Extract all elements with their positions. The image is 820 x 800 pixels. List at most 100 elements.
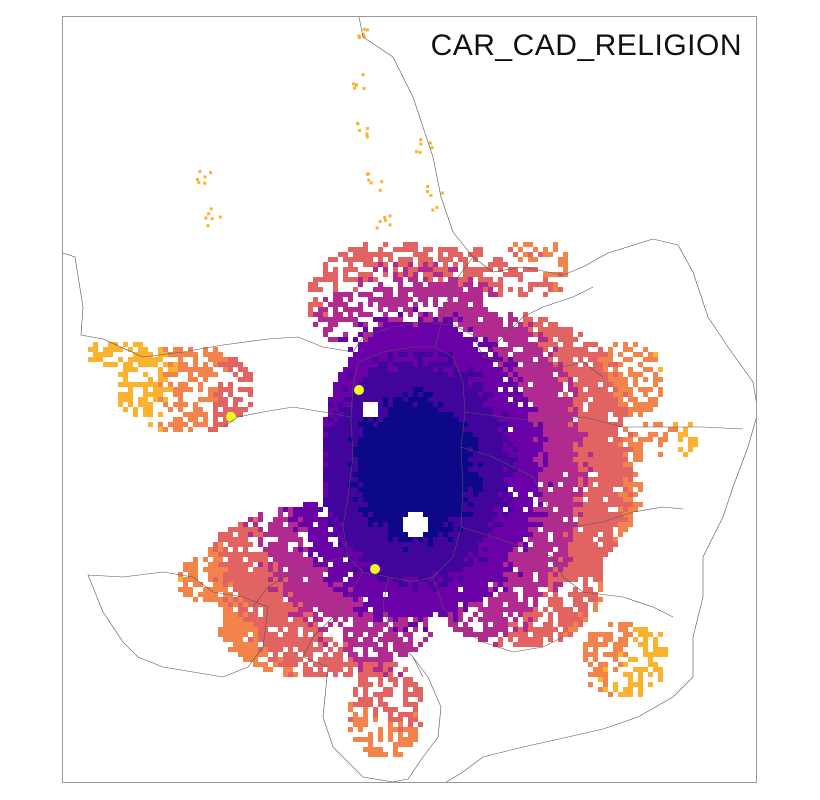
density-cell	[313, 312, 318, 317]
density-cell	[408, 547, 413, 552]
density-cell	[433, 302, 438, 307]
density-cell	[388, 397, 393, 402]
density-cell	[623, 377, 628, 382]
density-cell	[283, 632, 288, 637]
density-cell	[148, 382, 153, 387]
density-cell	[343, 372, 348, 377]
density-cell	[268, 617, 273, 622]
density-cell	[318, 607, 323, 612]
density-cell	[398, 432, 403, 437]
density-cell	[378, 447, 383, 452]
density-cell	[503, 347, 508, 352]
density-cell	[203, 362, 208, 367]
density-cell	[263, 667, 268, 672]
density-cell	[333, 472, 338, 477]
density-cell	[578, 567, 583, 572]
density-cell	[588, 452, 593, 457]
density-cell	[373, 477, 378, 482]
density-cell	[513, 442, 518, 447]
density-cell	[463, 262, 468, 267]
density-cell	[478, 437, 483, 442]
density-cell	[643, 632, 648, 637]
density-cell	[518, 322, 523, 327]
density-cell	[338, 607, 343, 612]
density-cell	[463, 607, 468, 612]
density-cell	[283, 652, 288, 657]
density-cell	[403, 392, 408, 397]
density-cell	[458, 467, 463, 472]
density-cell	[343, 537, 348, 542]
density-cell	[348, 267, 353, 272]
density-cell	[428, 397, 433, 402]
density-cell	[498, 527, 503, 532]
density-cell	[383, 292, 388, 297]
density-cell	[98, 352, 103, 357]
density-cell	[358, 372, 363, 377]
density-cell	[378, 402, 383, 407]
density-cell	[618, 532, 623, 537]
density-cell	[383, 502, 388, 507]
density-cell	[353, 442, 358, 447]
density-cell	[438, 317, 443, 322]
density-cell	[473, 297, 478, 302]
density-cell	[408, 577, 413, 582]
density-cell	[223, 367, 228, 372]
density-cell	[403, 472, 408, 477]
density-cell	[498, 367, 503, 372]
density-cell	[428, 497, 433, 502]
density-cell	[493, 582, 498, 587]
density-cell	[498, 562, 503, 567]
density-cell	[423, 247, 428, 252]
density-cell	[493, 337, 498, 342]
density-cell	[523, 607, 528, 612]
density-cell	[578, 417, 583, 422]
density-cell	[233, 372, 238, 377]
density-cell	[508, 547, 513, 552]
density-cell	[513, 527, 518, 532]
density-cell	[508, 342, 513, 347]
density-cell	[468, 252, 473, 257]
density-cell	[348, 437, 353, 442]
density-cell	[328, 582, 333, 587]
density-cell	[343, 507, 348, 512]
density-cell	[328, 547, 333, 552]
density-cell	[488, 412, 493, 417]
density-cell	[318, 287, 323, 292]
density-cell	[328, 572, 333, 577]
density-cell	[248, 647, 253, 652]
density-cell	[558, 507, 563, 512]
density-cell	[603, 417, 608, 422]
density-cell	[388, 547, 393, 552]
density-cell	[613, 657, 618, 662]
density-cell	[548, 572, 553, 577]
density-cell	[608, 422, 613, 427]
density-cell	[653, 667, 658, 672]
density-cell	[398, 407, 403, 412]
density-cell	[158, 352, 163, 357]
density-cell	[293, 547, 298, 552]
density-cell	[598, 507, 603, 512]
density-cell	[453, 282, 458, 287]
density-cell	[268, 597, 273, 602]
density-cell	[423, 367, 428, 372]
density-cell	[398, 527, 403, 532]
density-cell	[483, 322, 488, 327]
density-cell	[358, 602, 363, 607]
density-cell	[468, 477, 473, 482]
density-cell	[633, 377, 638, 382]
density-cell	[328, 567, 333, 572]
density-cell	[308, 307, 313, 312]
density-cell	[583, 537, 588, 542]
density-cell	[483, 462, 488, 467]
density-cell	[528, 417, 533, 422]
density-cell	[438, 442, 443, 447]
density-cell	[483, 542, 488, 547]
density-cell	[333, 662, 338, 667]
density-cell	[558, 522, 563, 527]
density-cell	[178, 577, 183, 582]
density-cell	[593, 657, 598, 662]
density-cell	[388, 497, 393, 502]
density-cell	[228, 602, 233, 607]
density-cell	[393, 467, 398, 472]
density-cell	[498, 517, 503, 522]
